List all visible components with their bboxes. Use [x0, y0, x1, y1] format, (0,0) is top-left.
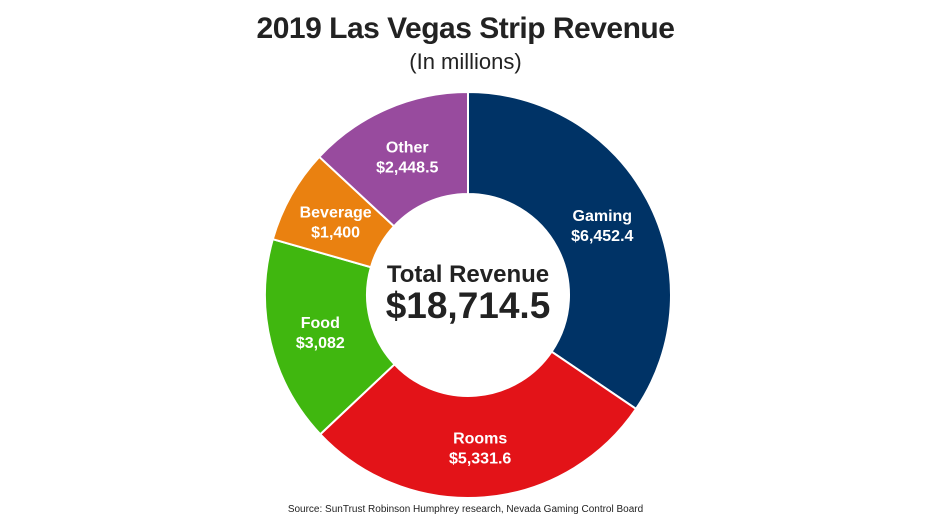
slice-value-gaming: $6,452.4	[571, 228, 633, 245]
slice-label-other: Other	[386, 140, 429, 157]
center-label: Total Revenue	[387, 261, 549, 288]
slices-group	[264, 90, 672, 499]
slice-label-food: Food	[301, 315, 340, 332]
slice-value-rooms: $5,331.6	[449, 451, 511, 468]
slice-labels-group: Gaming $6,452.4 Rooms $5,331.6 Food $3,082 Bev…	[296, 140, 634, 468]
chart-title: 2019 Las Vegas Strip Revenue	[256, 12, 675, 45]
slice-value-other: $2,448.5	[376, 160, 438, 177]
slice-gaming	[467, 90, 672, 411]
slice-value-food: $3,082	[296, 335, 345, 352]
chart-subtitle: (In millions)	[409, 49, 522, 74]
slice-value-beverage: $1,400	[311, 224, 360, 241]
slice-label-gaming: Gaming	[573, 208, 633, 225]
slice-food	[264, 237, 396, 436]
slice-other	[317, 90, 469, 228]
slice-rooms	[318, 350, 638, 499]
slice-label-beverage: Beverage	[300, 204, 372, 221]
slice-label-rooms: Rooms	[453, 431, 507, 448]
center-value: $18,714.5	[386, 285, 551, 326]
source-note: Source: SunTrust Robinson Humphrey resea…	[287, 504, 644, 515]
